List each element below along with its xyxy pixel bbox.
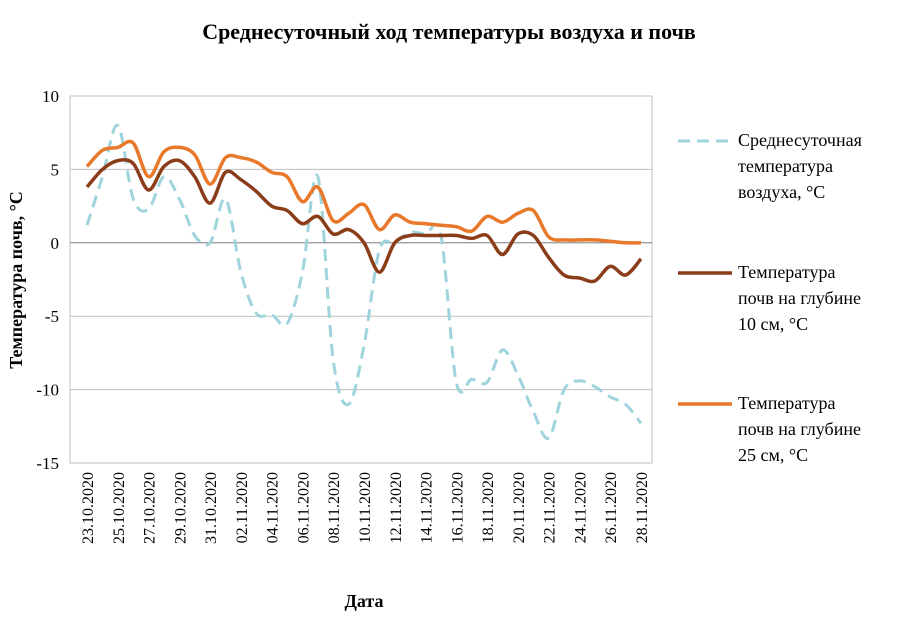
x-tick-label: 31.10.2020 xyxy=(203,472,220,544)
y-tick-label: 0 xyxy=(51,234,60,253)
x-tick-label: 25.10.2020 xyxy=(111,472,128,544)
legend: Среднесуточная температура воздуха, °С Темп… xyxy=(678,130,862,465)
series-line-air-temperature xyxy=(85,123,643,440)
x-tick-label: 08.11.2020 xyxy=(326,472,343,543)
series-line-soil-25cm xyxy=(85,139,642,245)
series-layer xyxy=(85,123,643,440)
x-tick-label: 12.11.2020 xyxy=(388,472,405,543)
legend-item-air-temperature: Среднесуточная температура воздуха, °С xyxy=(678,130,862,202)
grid-layer xyxy=(69,95,653,464)
x-tick-label: 02.11.2020 xyxy=(234,472,251,543)
x-tick-label: 22.11.2020 xyxy=(542,472,559,543)
legend-label: Температура почв на глубине 25 см, °С xyxy=(738,393,861,465)
x-tick-label: 20.11.2020 xyxy=(511,472,528,543)
x-tick-label: 29.10.2020 xyxy=(172,472,189,544)
legend-item-soil-25cm: Температура почв на глубине 25 см, °С xyxy=(678,393,861,465)
y-tick-labels: 10 5 0 -5 -10 -15 xyxy=(36,87,59,473)
legend-label: Среднесуточная температура воздуха, °С xyxy=(738,130,862,202)
y-tick-label: 10 xyxy=(42,87,59,106)
x-tick-label: 14.11.2020 xyxy=(419,472,436,543)
legend-item-soil-10cm: Температура почв на глубине 10 см, °С xyxy=(678,262,861,334)
y-tick-label: -5 xyxy=(45,307,59,326)
x-tick-label: 28.11.2020 xyxy=(634,472,651,543)
series-line-soil-10cm xyxy=(85,158,643,284)
y-axis-title: Температура почв, °С xyxy=(6,191,26,369)
x-tick-label: 10.11.2020 xyxy=(357,472,374,543)
x-tick-label: 26.11.2020 xyxy=(603,472,620,543)
x-tick-label: 16.11.2020 xyxy=(449,472,466,543)
chart-title: Среднесуточный ход температуры воздуха и… xyxy=(202,19,696,44)
y-tick-label: -15 xyxy=(36,454,59,473)
x-axis-title: Дата xyxy=(345,591,384,611)
y-tick-label: 5 xyxy=(51,160,60,179)
legend-label: Температура почв на глубине 10 см, °С xyxy=(738,262,861,334)
x-tick-label: 23.10.2020 xyxy=(80,472,97,544)
x-tick-label: 04.11.2020 xyxy=(265,472,282,543)
x-tick-label: 06.11.2020 xyxy=(295,472,312,543)
y-tick-label: -10 xyxy=(36,381,59,400)
x-tick-label: 27.10.2020 xyxy=(142,472,159,544)
x-tick-labels: 23.10.2020 25.10.2020 27.10.2020 29.10.2020… xyxy=(80,472,651,544)
x-tick-label: 24.11.2020 xyxy=(572,472,589,543)
x-tick-label: 18.11.2020 xyxy=(480,472,497,543)
